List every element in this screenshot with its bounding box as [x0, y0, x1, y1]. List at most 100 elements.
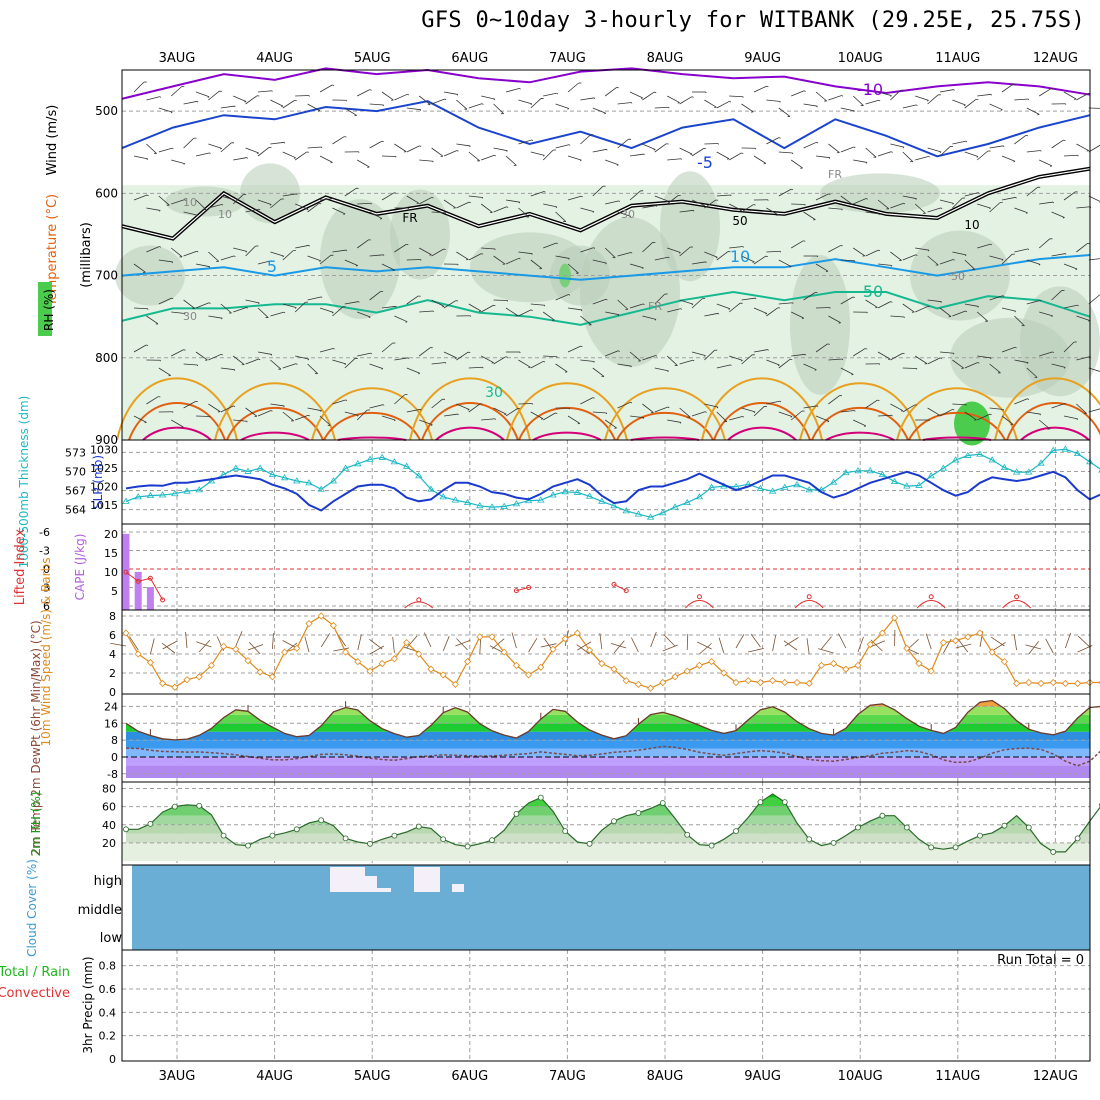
wind-barb — [729, 152, 742, 161]
wind-barb — [307, 146, 322, 149]
wind-barb — [567, 82, 579, 93]
wind-barb — [617, 363, 632, 367]
wind-barb — [828, 95, 842, 101]
li-tick: 0 — [43, 563, 50, 576]
wind-speed-point — [866, 640, 874, 649]
wind-barb-flag — [916, 104, 918, 107]
cape-tick: 10 — [104, 566, 118, 579]
wind-barb — [220, 405, 234, 413]
rh-point — [245, 842, 251, 849]
wind-barb — [1014, 398, 1028, 405]
wind-barb — [753, 155, 767, 164]
thickness-point — [280, 474, 289, 481]
wind-barb — [964, 411, 977, 421]
wind-barb-flag — [1038, 263, 1041, 266]
wind-barb-flag — [246, 307, 248, 309]
thickness-point — [695, 493, 704, 500]
wind-barb — [245, 245, 256, 257]
isotherm-warm-contour — [811, 407, 909, 441]
wind-barb-flag — [506, 150, 508, 152]
thickness-point — [988, 456, 996, 463]
wind-barb — [208, 90, 220, 101]
wind-barb — [1076, 315, 1090, 321]
wind-barb-flag — [705, 411, 707, 413]
wind-speed-point — [1074, 679, 1082, 688]
isotherm-warm-contour — [825, 431, 895, 441]
wind-barb-10m — [235, 631, 243, 647]
temp-band — [126, 740, 1090, 749]
isotherm-warm-contour — [240, 431, 310, 441]
wind-barb-flag — [344, 363, 347, 366]
wind-barb-flag — [817, 405, 819, 407]
wind-barb — [1014, 207, 1028, 214]
wind-barb — [629, 351, 641, 362]
y-tick-label: 500 — [95, 104, 118, 118]
wind-barb-flag — [207, 96, 210, 98]
wind-barb-10m — [818, 648, 834, 654]
rh-point — [586, 840, 593, 847]
rh-point — [977, 832, 983, 839]
wind-barb-flag — [283, 311, 286, 314]
rh-band — [126, 797, 1090, 807]
wind-barb — [604, 87, 617, 97]
wind-barb — [580, 359, 595, 362]
high-cloud-block — [414, 867, 440, 892]
wind-barb — [617, 211, 632, 217]
wind-barb — [642, 355, 656, 361]
wind-barb-flag — [208, 266, 211, 268]
temp-tick: 24 — [104, 700, 118, 713]
wind-tick: 4 — [109, 648, 116, 661]
wind-barb-flag — [978, 192, 980, 194]
wind-speed-point — [415, 650, 423, 658]
wind-barb — [592, 259, 607, 264]
wind-barb — [369, 103, 384, 106]
wind-barb — [133, 263, 146, 273]
wind-barb — [381, 305, 396, 309]
wind-barb-flag — [245, 251, 248, 253]
wind-barb — [617, 401, 631, 409]
li-line — [794, 599, 824, 609]
wind-barb — [853, 198, 867, 205]
wind-speed-point — [268, 673, 276, 681]
wind-barb — [257, 307, 269, 318]
thickness-point — [829, 478, 838, 485]
wind-barb — [667, 419, 682, 423]
wind-speed-point — [244, 657, 252, 665]
wind-barb — [654, 195, 669, 202]
wind-barb-flag — [519, 88, 521, 90]
wind-barb — [468, 253, 482, 261]
wind-barb-flag — [989, 207, 991, 210]
wind-barb — [840, 259, 855, 262]
wind-barb — [890, 89, 901, 101]
rh-point — [1001, 822, 1008, 829]
wind-barb — [828, 358, 843, 361]
wind-barb-flag — [244, 101, 247, 103]
li-line — [1002, 599, 1031, 609]
wind-barb — [840, 367, 854, 375]
wind-barb — [865, 399, 878, 409]
wind-barb-flag — [592, 211, 595, 213]
wind-barb — [890, 315, 905, 318]
wind-barb — [319, 198, 334, 201]
date-label-bottom: 9AUG — [744, 1069, 781, 1084]
wind-barb — [877, 263, 892, 266]
wind-barb-flag — [567, 108, 570, 110]
wind-barb — [1063, 91, 1077, 100]
wind-barb-10m — [1013, 634, 1017, 651]
wind-speed-point — [439, 671, 447, 679]
wind-tick: 0 — [109, 686, 116, 699]
wind-barb — [555, 255, 570, 259]
wind-barb — [939, 89, 954, 93]
wind-speed-point — [891, 614, 899, 622]
wind-barb-flag — [964, 254, 967, 257]
thickness-point — [354, 460, 362, 467]
wind-barb-flag — [1027, 362, 1029, 364]
slp-tick: 1030 — [90, 444, 118, 457]
wind-barb — [853, 159, 868, 163]
wind-barb-10m — [185, 632, 188, 649]
wind-speed-point — [793, 678, 801, 687]
wind-barb-flag — [690, 153, 693, 156]
wind-barb — [729, 95, 744, 98]
wind-barb-10m — [990, 636, 1005, 647]
wind-barb — [245, 358, 259, 365]
